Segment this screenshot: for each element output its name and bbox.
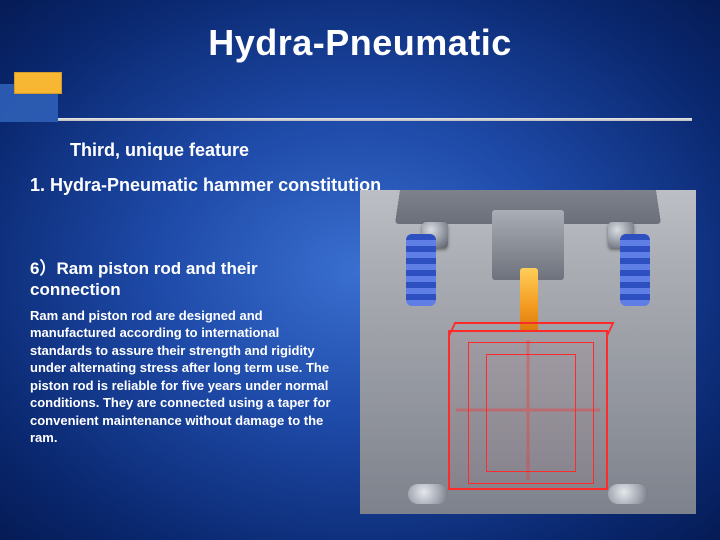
slide-subheading: Third, unique feature xyxy=(70,140,249,161)
link-pin-right xyxy=(608,484,648,504)
item-heading: 6）Ram piston rod and their connection xyxy=(30,258,340,301)
body-text-block: 6）Ram piston rod and their connection Ra… xyxy=(30,258,340,447)
cad-figure xyxy=(360,190,696,514)
coil-spring-left xyxy=(406,234,436,306)
coil-spring-right xyxy=(620,234,650,306)
title-bar: Hydra-Pneumatic xyxy=(0,22,720,64)
item-body: Ram and piston rod are designed and manu… xyxy=(30,307,340,447)
link-pin-left xyxy=(408,484,448,504)
title-underline xyxy=(58,118,692,121)
ram-wireframe-internal xyxy=(456,340,600,480)
slide-title: Hydra-Pneumatic xyxy=(0,22,720,64)
section-heading: 1. Hydra-Pneumatic hammer constitution xyxy=(30,175,381,196)
accent-label-tab xyxy=(14,72,62,94)
